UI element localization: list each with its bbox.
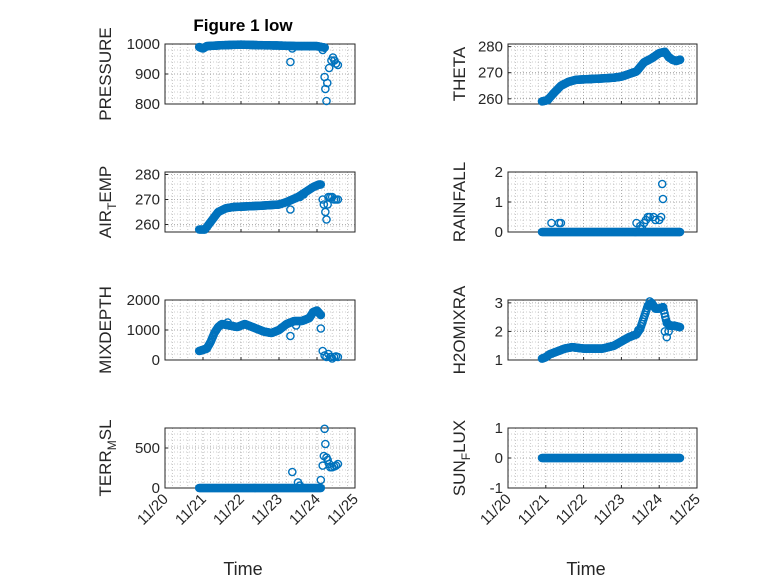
data-point [322, 96, 331, 106]
data-point [316, 483, 326, 493]
data-point [286, 57, 295, 67]
data-points [194, 424, 343, 493]
data-points [194, 306, 343, 363]
data-point [316, 180, 326, 189]
data-point [286, 331, 295, 341]
data-point [331, 59, 341, 68]
data-point [333, 352, 343, 362]
data-point [316, 324, 326, 333]
data-point [322, 78, 332, 88]
y-tick-label: 270 [135, 192, 160, 209]
panel-rainfall: 0 1 2 RAINFALL [450, 162, 698, 242]
data-point [316, 475, 326, 485]
y-tick-label: 1 [495, 352, 503, 369]
data-point [324, 63, 334, 73]
data-point [675, 55, 685, 64]
y-tick-label: 280 [478, 39, 503, 56]
y-tick-label: 1000 [127, 36, 160, 53]
grid [508, 172, 697, 232]
data-point [634, 325, 643, 335]
panel-air-temp: 260 270 280 AIRTEMP [96, 166, 356, 239]
grid [165, 428, 355, 488]
y-axis-label: THETA [450, 46, 469, 101]
data-point [287, 467, 297, 477]
data-point [331, 461, 341, 470]
panel-h2omixra: 1 2 3 H2OMIXRA [450, 285, 698, 374]
y-axis-label: PRESSURE [96, 27, 115, 121]
y-tick-label: 280 [135, 167, 160, 184]
data-point [656, 212, 666, 222]
y-tick-label: -1 [490, 480, 503, 497]
y-tick-label: 2000 [127, 292, 160, 309]
data-point [675, 322, 685, 332]
data-points [537, 47, 685, 106]
data-point [299, 190, 309, 199]
y-axis-label: AIRTEMP [96, 166, 119, 239]
y-tick-label: 260 [135, 217, 160, 234]
data-points [194, 180, 343, 234]
data-point [658, 194, 668, 204]
data-point [637, 224, 647, 234]
data-point [316, 310, 326, 320]
data-point [321, 439, 330, 449]
data-point [320, 424, 329, 434]
axes-box [507, 43, 698, 105]
y-tick-label: 0 [152, 480, 160, 497]
data-point [660, 327, 670, 336]
data-point [675, 453, 685, 463]
y-tick-label: 0 [495, 450, 503, 467]
y-tick-label: 1 [495, 194, 503, 211]
x-axis-label-right: Time [566, 559, 605, 579]
panel-pressure: 800 900 1000 PRESSURE [96, 27, 356, 121]
data-points [537, 297, 685, 363]
y-tick-label: 2 [495, 323, 503, 340]
panel-mixdepth: 0 1000 2000 MIXDEPTH [96, 286, 356, 374]
figure-title: Figure 1 low [193, 16, 293, 35]
data-point [333, 195, 343, 204]
data-point [320, 43, 329, 52]
y-tick-label: 0 [152, 352, 160, 369]
y-tick-label: 3 [495, 295, 503, 312]
y-tick-label: 270 [478, 65, 503, 82]
data-points [537, 453, 685, 463]
y-tick-label: 0 [495, 224, 503, 241]
data-point [323, 455, 332, 465]
data-point [675, 227, 685, 237]
y-tick-label: 500 [135, 440, 160, 457]
panel-theta: 260 270 280 THETA [450, 39, 698, 108]
y-tick-label: 1000 [127, 322, 160, 339]
data-point [664, 327, 673, 336]
y-axis-label: TERRMSL [96, 419, 119, 496]
axes-box [164, 171, 356, 233]
data-point [657, 179, 667, 189]
y-tick-label: 260 [478, 91, 503, 108]
data-point [318, 45, 328, 55]
y-axis-label: SUNFLUX [450, 420, 473, 496]
y-tick-label: 1 [495, 420, 503, 437]
y-tick-label: 2 [495, 164, 503, 181]
y-axis-label: MIXDEPTH [96, 286, 115, 374]
data-point [321, 84, 330, 94]
data-point [322, 215, 331, 224]
data-point [556, 218, 566, 228]
data-point [291, 321, 301, 330]
y-axis-label: RAINFALL [450, 162, 469, 242]
data-point [320, 351, 329, 360]
data-point [287, 44, 297, 53]
data-point [645, 297, 655, 306]
y-axis-label: H2OMIXRA [450, 285, 469, 374]
data-point [286, 205, 295, 214]
data-point [295, 481, 305, 490]
x-axis-label-left: Time [223, 559, 262, 579]
y-tick-label: 800 [135, 96, 160, 113]
data-point [333, 459, 343, 469]
data-points [537, 179, 685, 237]
axes-box [507, 299, 698, 361]
y-tick-label: 900 [135, 66, 160, 83]
data-point [223, 318, 232, 327]
data-point [333, 60, 343, 70]
data-point [662, 332, 672, 342]
data-points [194, 40, 343, 106]
